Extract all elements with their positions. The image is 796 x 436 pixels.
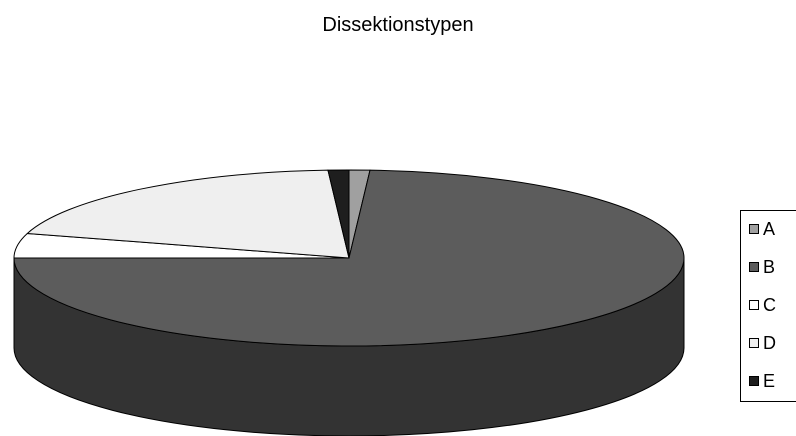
legend-swatch bbox=[749, 300, 759, 310]
legend-swatch bbox=[749, 338, 759, 348]
legend-label: B bbox=[763, 256, 776, 277]
chart-title: Dissektionstypen bbox=[322, 14, 474, 36]
legend-label: A bbox=[763, 218, 776, 239]
legend-item-d: D bbox=[749, 333, 776, 353]
legend-swatch bbox=[749, 262, 759, 272]
legend-label: D bbox=[763, 332, 776, 353]
legend-item-c: C bbox=[749, 295, 776, 315]
legend-item-a: A bbox=[749, 219, 775, 239]
pie-slice-e bbox=[327, 169, 350, 259]
legend-item-e: E bbox=[749, 371, 775, 391]
legend-swatch bbox=[749, 376, 759, 386]
legend-label: E bbox=[763, 370, 776, 391]
legend-swatch bbox=[749, 224, 759, 234]
pie-top bbox=[13, 169, 685, 347]
legend-label: C bbox=[763, 294, 776, 315]
pie-slice-d bbox=[26, 169, 350, 259]
legend-item-b: B bbox=[749, 257, 775, 277]
